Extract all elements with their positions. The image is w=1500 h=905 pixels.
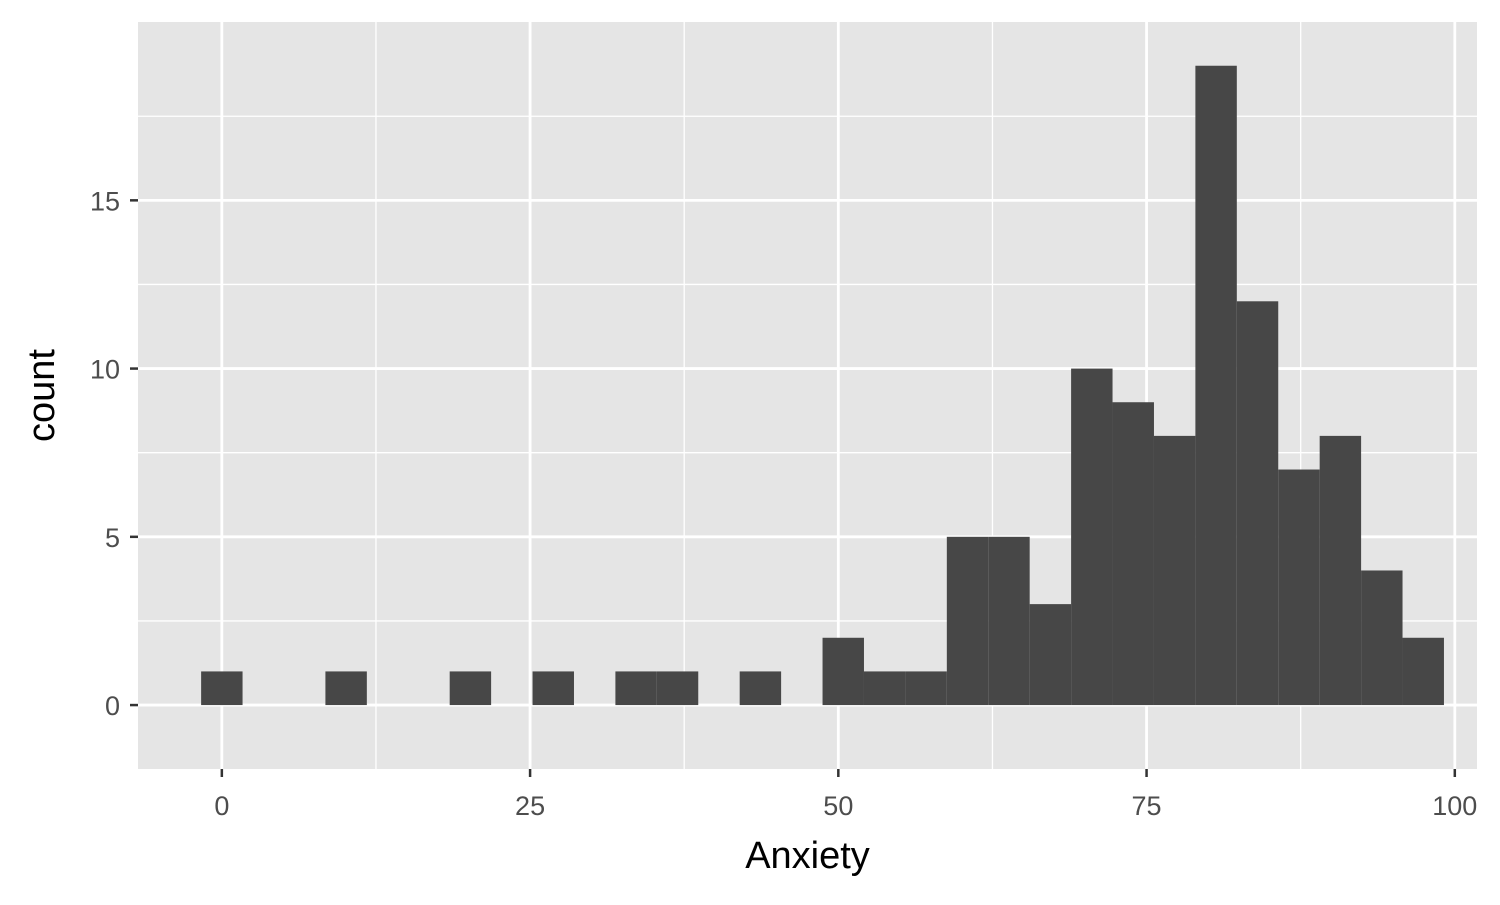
histogram-bar: [739, 671, 782, 706]
y-axis-title: count: [21, 349, 63, 442]
x-tick-label: 25: [515, 791, 545, 821]
histogram-bar: [615, 671, 657, 706]
histogram-bar: [1361, 570, 1403, 706]
histogram-bar: [1278, 469, 1320, 706]
histogram-bar: [988, 536, 1030, 706]
histogram-bar: [1029, 604, 1072, 706]
histogram-bar: [1236, 301, 1279, 706]
x-axis-title: Anxiety: [745, 835, 870, 877]
y-tick-label: 15: [90, 186, 120, 216]
histogram-bar: [449, 671, 492, 706]
histogram-bar: [1402, 637, 1444, 706]
histogram-bar: [905, 671, 947, 706]
y-tick-label: 10: [90, 355, 120, 385]
x-axis: 0 25 50 75 100: [214, 769, 1477, 821]
histogram-bar: [532, 671, 574, 706]
histogram-bar: [1195, 65, 1237, 706]
y-axis: 0 5 10 15: [90, 186, 138, 721]
y-tick-label: 5: [105, 523, 120, 553]
histogram-bar: [1071, 368, 1113, 706]
histogram-bar: [656, 671, 699, 706]
histogram-bar: [201, 671, 243, 706]
histogram-bar: [822, 637, 864, 706]
x-tick-label: 100: [1432, 791, 1477, 821]
histogram-bar: [1112, 402, 1154, 706]
histogram-bar: [325, 671, 367, 706]
y-tick-label: 0: [105, 691, 120, 721]
histogram-bar: [1153, 435, 1196, 706]
histogram-bar: [946, 536, 989, 706]
x-tick-label: 0: [214, 791, 229, 821]
histogram-bar: [863, 671, 906, 706]
histogram-bar: [1319, 435, 1362, 706]
x-tick-label: 50: [823, 791, 853, 821]
x-tick-label: 75: [1132, 791, 1162, 821]
histogram-bars: [201, 65, 1444, 706]
